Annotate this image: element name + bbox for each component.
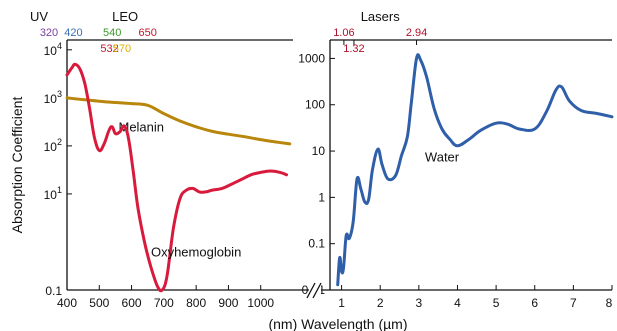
left-x-tick-label: 500	[89, 296, 109, 310]
right-x-tick-label: 6	[531, 296, 538, 310]
top-marker-label: 320	[40, 27, 58, 39]
top-marker-label: 1.06	[333, 27, 354, 39]
group-label-uv: UV	[30, 9, 48, 24]
right-x-tick-label: 1	[338, 296, 345, 310]
right-x-tick-label: 5	[493, 296, 500, 310]
left-y-tick-label: 104	[44, 41, 62, 58]
top-marker-label: 1.32	[343, 43, 364, 55]
axis-break-slash	[306, 282, 316, 299]
x-axis-label: (nm) Wavelength (µm)	[268, 316, 407, 331]
right-x-tick-label: 4	[454, 296, 461, 310]
left-x-tick-label: 900	[218, 296, 238, 310]
right-x-tick-label: 7	[570, 296, 577, 310]
top-marker-label: 570	[113, 43, 131, 55]
right-x-tick-label: 2	[377, 296, 384, 310]
right-x-tick-label: 3	[416, 296, 423, 310]
left-y-tick-label: 0.1	[45, 284, 62, 298]
left-x-tick-label: 700	[154, 296, 174, 310]
y-axis-label: Absorption Coefficient	[9, 97, 25, 234]
left-x-tick-label: 1000	[247, 296, 274, 310]
group-label-lasers: Lasers	[361, 9, 401, 24]
top-marker-label: 532	[100, 43, 118, 55]
left-x-tick-label: 400	[57, 296, 77, 310]
top-marker-label: 540	[103, 27, 121, 39]
series-line-melanin	[65, 96, 292, 146]
right-y-tick-label: 10	[312, 144, 326, 158]
series-line-water	[336, 53, 614, 287]
axis-break-slash	[312, 282, 322, 299]
series-line-oxyhemoglobin	[65, 62, 288, 293]
right-y-tick-label: 100	[305, 98, 325, 112]
top-marker-label: 420	[64, 27, 82, 39]
series-label-water: Water	[425, 149, 460, 164]
series-label-oxyhemoglobin: Oxyhemoglobin	[151, 244, 241, 259]
left-x-tick-label: 800	[186, 296, 206, 310]
series-label-melanin: Melanin	[118, 119, 164, 134]
axis-break-mark	[306, 282, 322, 299]
left-y-tick-label: 103	[44, 89, 62, 106]
right-y-tick-label: 0.1	[308, 237, 325, 251]
left-x-tick-label: 600	[122, 296, 142, 310]
right-x-tick-label: 8	[606, 296, 613, 310]
group-label-leo: LEO	[112, 9, 138, 24]
right-y-tick-label: 1	[318, 190, 325, 204]
left-y-tick-label: 102	[44, 137, 62, 154]
axis-break-gap	[309, 282, 321, 298]
right-y-tick-label: 1000	[298, 51, 325, 65]
top-marker-label: 2.94	[406, 27, 427, 39]
top-marker-label: 650	[139, 27, 157, 39]
left-y-tick-label: 101	[44, 185, 62, 202]
